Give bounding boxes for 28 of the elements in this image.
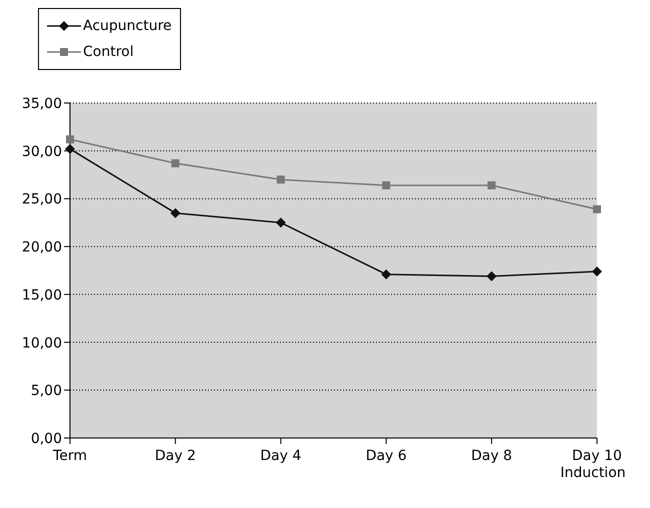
x-tick-label: Day 2: [154, 448, 196, 464]
point: [276, 176, 285, 184]
y-tick-label: 0,00: [30, 430, 62, 447]
y-tick-label: 30,00: [22, 144, 62, 160]
legend-label: Acupuncture: [83, 18, 172, 34]
point: [276, 218, 286, 228]
y-tick-label: 15,00: [22, 287, 62, 304]
x-tick-label: Day 10 Induction: [560, 448, 626, 481]
x-tick-label: Day 6: [366, 448, 407, 464]
y-tick-label: 35,00: [22, 96, 62, 112]
y-tick-label: 25,00: [22, 192, 62, 208]
point: [171, 159, 180, 168]
point: [66, 135, 74, 144]
y-tick-label: 5,00: [30, 383, 62, 400]
point: [381, 269, 392, 280]
point: [65, 144, 75, 154]
point: [592, 266, 602, 276]
point: [486, 271, 497, 282]
y-tick-label: 10,00: [22, 335, 62, 352]
legend-label: Control: [83, 44, 134, 60]
point: [170, 208, 180, 218]
point: [382, 181, 390, 190]
x-tick-label: Day 8: [471, 448, 512, 464]
y-tick-label: 20,00: [22, 240, 62, 256]
point: [488, 181, 496, 190]
point: [593, 205, 601, 214]
x-tick-label: Term: [52, 448, 87, 464]
x-tick-label: Day 4: [260, 448, 302, 464]
